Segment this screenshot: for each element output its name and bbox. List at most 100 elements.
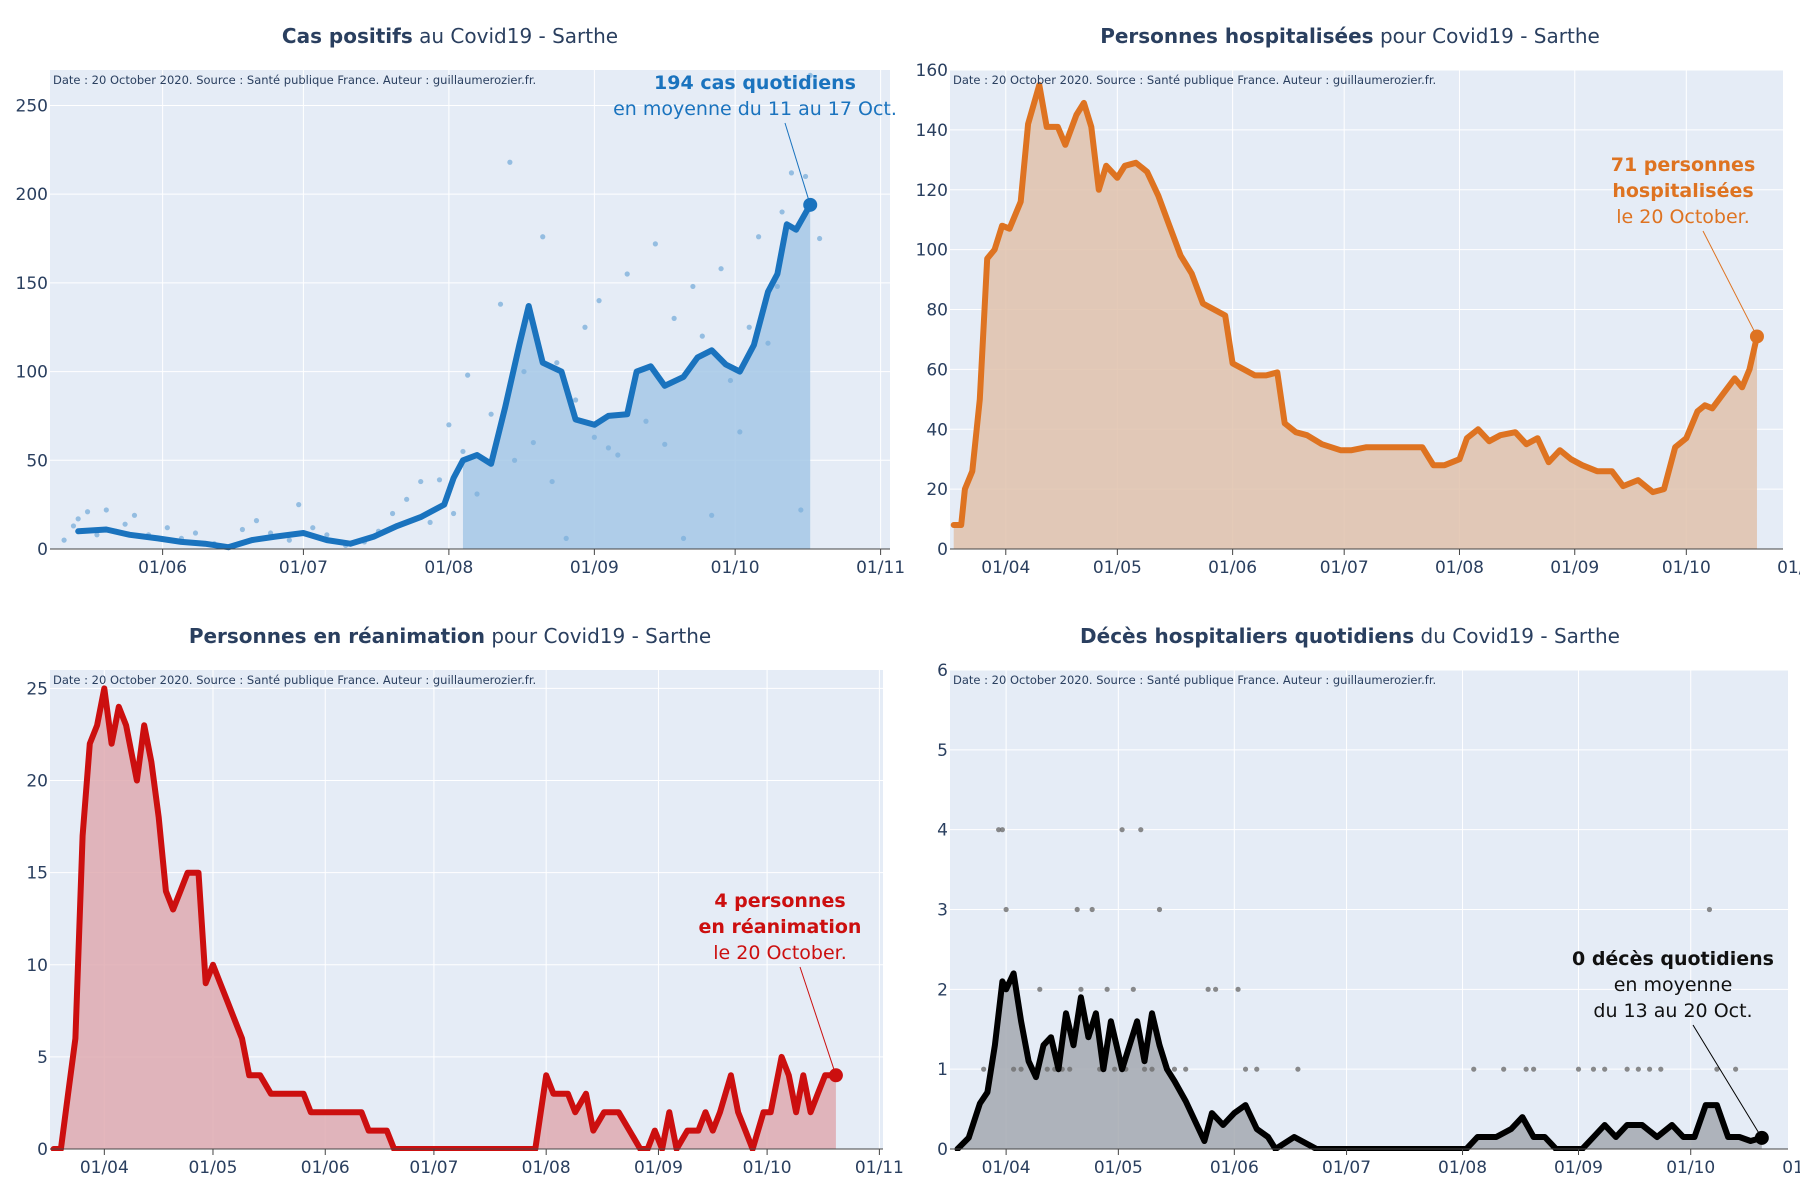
source-caption: Date : 20 October 2020. Source : Santé p…	[53, 73, 536, 87]
data-point	[1067, 1066, 1073, 1072]
data-point	[1624, 1066, 1630, 1072]
chart-title: Personnes en réanimation pour Covid19 - …	[189, 624, 711, 648]
y-tick-label: 80	[926, 301, 948, 321]
y-tick-label: 0	[37, 540, 48, 560]
annotation-text: le 20 October.	[713, 942, 847, 964]
x-tick-label: 01/06	[301, 1158, 350, 1178]
x-tick-label: 01/05	[1094, 1158, 1143, 1178]
annotation-marker	[828, 1068, 843, 1083]
data-point	[465, 372, 471, 378]
data-point	[662, 441, 668, 447]
data-point	[643, 418, 649, 424]
plot-group	[950, 82, 1760, 549]
series-area	[953, 85, 1757, 549]
source-caption: Date : 20 October 2020. Source : Santé p…	[953, 673, 1436, 687]
data-point	[1018, 1066, 1024, 1072]
y-tick-label: 10	[26, 956, 48, 976]
data-point	[615, 452, 621, 458]
data-point	[1010, 1066, 1017, 1072]
annotation-text: en moyenne	[1614, 974, 1733, 996]
y-tick-label: 5	[937, 741, 948, 761]
chart-cas-positifs: Cas positifs au Covid19 - Sarthe 01/06 01/…	[0, 0, 906, 600]
x-tick-label: 01/07	[1320, 558, 1369, 578]
y-tick-label: 4	[937, 821, 948, 841]
data-point	[788, 170, 795, 176]
annotation-marker	[1754, 1130, 1769, 1145]
data-point	[737, 429, 743, 435]
data-point	[1658, 1066, 1664, 1072]
data-point	[1531, 1066, 1537, 1072]
data-point	[488, 411, 494, 417]
data-point	[530, 439, 536, 446]
annotation-arrow	[799, 966, 837, 1076]
chart-title-rest: pour Covid19 - Sarthe	[485, 624, 711, 648]
x-tick-label: 01/06	[1208, 558, 1257, 578]
y-tick-label: 60	[926, 360, 948, 380]
x-tick-label: 01/09	[1550, 558, 1599, 578]
annotation-bold: 71 personnes	[1611, 154, 1756, 176]
y-tick-label: 200	[16, 185, 48, 205]
annotation-bold: hospitalisées	[1612, 180, 1753, 202]
annotation-bold: 4 personnes	[714, 890, 845, 912]
x-tick-label: 01/11	[855, 1158, 904, 1178]
data-point	[286, 537, 292, 543]
x-tick-label: 01/06	[138, 558, 187, 578]
chart-title-bold: Décès hospitaliers quotidiens	[1080, 624, 1414, 648]
data-point	[798, 507, 804, 513]
data-point	[84, 509, 91, 515]
data-point	[765, 340, 771, 346]
y-tick-label: 25	[26, 679, 48, 699]
data-point	[1037, 986, 1043, 992]
y-tick-label: 0	[937, 540, 948, 560]
data-point	[497, 301, 504, 307]
data-point	[94, 532, 100, 538]
series-line	[950, 82, 1760, 528]
data-point	[540, 234, 546, 240]
y-tick-label: 120	[916, 181, 948, 201]
data-point	[996, 827, 1002, 833]
data-point	[404, 496, 410, 502]
data-point	[1149, 1066, 1155, 1072]
data-point	[1089, 906, 1095, 913]
x-tick-label: 01/06	[1210, 1158, 1259, 1178]
data-point	[253, 518, 260, 524]
data-point	[605, 445, 612, 451]
data-point	[1171, 1066, 1178, 1072]
chart-title-rest: au Covid19 - Sarthe	[413, 24, 618, 48]
chart-reanimation-svg: Personnes en réanimation pour Covid19 - …	[26, 624, 904, 1178]
y-tick-label: 20	[26, 772, 48, 792]
data-point	[727, 377, 734, 384]
series-area	[53, 688, 836, 1149]
data-point	[591, 434, 597, 440]
data-point	[1295, 1066, 1301, 1072]
data-point	[239, 526, 246, 533]
annotation-marker	[1749, 329, 1764, 344]
data-point	[690, 283, 696, 290]
data-point	[507, 159, 513, 165]
x-tick-label: 01/10	[1666, 1158, 1715, 1178]
y-tick-label: 2	[937, 980, 948, 1000]
x-tick-label: 01/04	[981, 558, 1030, 578]
data-point	[1590, 1066, 1597, 1072]
data-point	[460, 448, 466, 455]
data-point	[1112, 1066, 1118, 1072]
x-tick-label: 01/10	[711, 558, 760, 578]
data-point	[511, 457, 518, 463]
data-point	[981, 1066, 987, 1072]
data-point	[563, 535, 569, 541]
data-point	[446, 422, 452, 428]
chart-cas-positifs-svg: Cas positifs au Covid19 - Sarthe 01/06 01/…	[16, 24, 906, 578]
data-point	[1242, 1066, 1249, 1072]
y-tick-label: 0	[37, 1140, 48, 1160]
data-point	[436, 477, 443, 483]
data-point	[1714, 1066, 1720, 1072]
x-tick-label: 01/09	[570, 558, 619, 578]
x-tick-label: 01/05	[188, 1158, 237, 1178]
y-tick-label: 40	[926, 420, 948, 440]
y-tick-label: 6	[937, 661, 948, 681]
data-point	[774, 283, 780, 290]
data-point	[1213, 986, 1219, 992]
data-point	[596, 298, 602, 304]
data-point	[131, 512, 138, 518]
data-point	[572, 397, 579, 403]
